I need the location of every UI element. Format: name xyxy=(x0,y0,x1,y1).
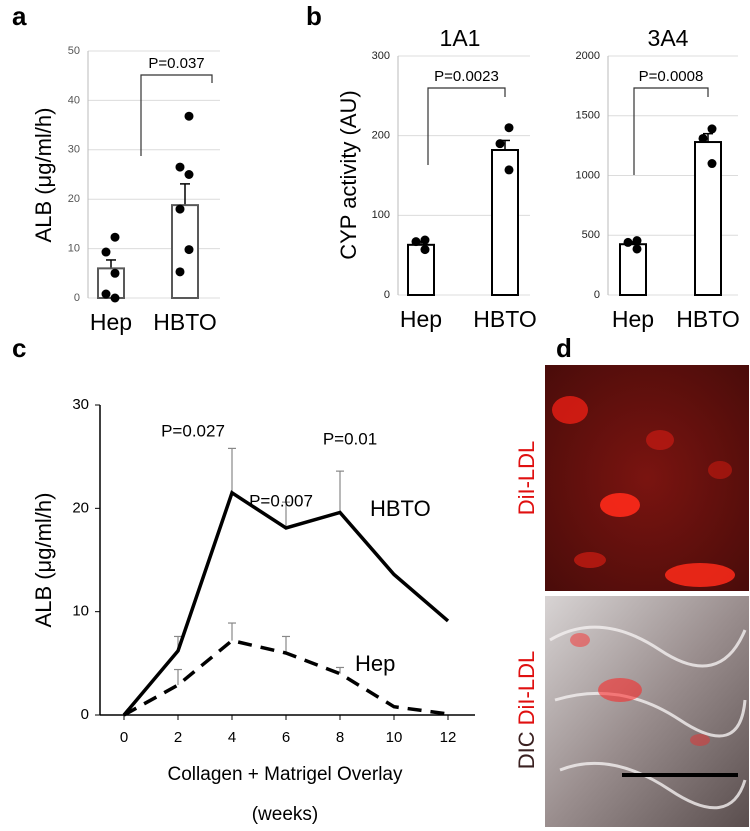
data-point xyxy=(632,236,642,246)
y-tick-label: 10 xyxy=(72,603,89,620)
data-point xyxy=(101,247,111,257)
bar xyxy=(407,243,435,296)
y-tick-label: 200 xyxy=(372,130,390,142)
panel-label: c xyxy=(12,333,26,363)
y-tick-label: 20 xyxy=(72,499,89,516)
data-point xyxy=(411,237,421,247)
data-point xyxy=(110,293,120,303)
data-point xyxy=(175,267,185,277)
x-tick-label: 8 xyxy=(336,729,344,746)
data-point xyxy=(707,159,717,169)
data-point xyxy=(707,124,717,134)
panel-label: d xyxy=(556,333,572,363)
data-point xyxy=(495,139,505,149)
data-point xyxy=(420,235,430,245)
significance-bracket xyxy=(140,74,213,156)
y-tick-label: 100 xyxy=(372,209,390,221)
micrograph-top xyxy=(545,365,749,591)
y-axis-label: CYP activity (AU) xyxy=(336,90,361,260)
micrograph-bottom xyxy=(545,596,749,827)
annotation: P=0.037 xyxy=(148,55,204,72)
panel-label: b xyxy=(306,1,322,31)
y-tick-label: 1000 xyxy=(576,169,600,181)
image-label-part: DiI-LDL xyxy=(514,651,539,726)
y-tick-label: 10 xyxy=(68,243,80,255)
x-axis-label: (weeks) xyxy=(252,804,319,825)
y-tick-label: 0 xyxy=(74,292,80,304)
x-tick-label: 6 xyxy=(282,729,290,746)
significance-bracket xyxy=(633,87,709,175)
data-point xyxy=(698,133,708,143)
data-point xyxy=(623,237,633,247)
data-point xyxy=(110,232,120,242)
x-tick-label: Hep xyxy=(90,309,132,335)
data-point xyxy=(184,111,194,121)
annotation: P=0.007 xyxy=(249,491,313,510)
x-axis-label: Collagen + Matrigel Overlay xyxy=(168,764,403,785)
y-tick-label: 0 xyxy=(594,289,600,301)
y-tick-label: 40 xyxy=(68,94,80,106)
data-point xyxy=(175,162,185,172)
y-tick-label: 30 xyxy=(72,396,89,413)
series-line xyxy=(123,638,449,717)
y-tick-label: 300 xyxy=(372,50,390,62)
bar xyxy=(619,243,647,296)
x-tick-label: 10 xyxy=(386,729,403,746)
x-tick-label: 4 xyxy=(228,729,236,746)
chart-title: 1A1 xyxy=(440,25,481,51)
x-tick-label: HBTO xyxy=(153,309,216,335)
y-tick-label: 0 xyxy=(384,289,390,301)
image-label: DiI-LDL xyxy=(514,441,539,516)
y-axis-label: ALB (μg/ml/h) xyxy=(31,493,56,628)
y-tick-label: 0 xyxy=(81,706,89,723)
y-tick-label: 1500 xyxy=(576,110,600,122)
annotation: P=0.0023 xyxy=(434,68,499,85)
chart-title: 3A4 xyxy=(648,25,689,51)
panel-label: a xyxy=(12,1,27,31)
data-point xyxy=(420,245,430,255)
x-tick-label: 12 xyxy=(440,729,457,746)
y-tick-label: 20 xyxy=(68,193,80,205)
x-tick-label: 0 xyxy=(120,729,128,746)
y-axis-label: ALB (μg/ml/h) xyxy=(31,108,56,243)
y-tick-label: 50 xyxy=(68,45,80,57)
data-point xyxy=(632,244,642,254)
x-tick-label: Hep xyxy=(400,306,442,332)
significance-bracket xyxy=(427,87,506,165)
y-tick-label: 30 xyxy=(68,144,80,156)
data-point xyxy=(110,268,120,278)
y-tick-label: 2000 xyxy=(576,50,600,62)
bar xyxy=(491,149,519,296)
x-tick-label: HBTO xyxy=(473,306,536,332)
series-label: Hep xyxy=(355,651,395,676)
series-label: HBTO xyxy=(370,496,431,521)
image-label: DIC DiI-LDL xyxy=(514,651,539,769)
data-point xyxy=(184,245,194,255)
annotation: P=0.01 xyxy=(323,429,377,448)
image-label-part: DIC xyxy=(514,731,539,769)
data-point xyxy=(184,170,194,179)
data-point xyxy=(504,123,514,133)
data-point xyxy=(175,204,185,214)
annotation: P=0.027 xyxy=(161,421,225,440)
x-tick-label: HBTO xyxy=(676,306,739,332)
y-tick-label: 500 xyxy=(582,229,600,241)
bar xyxy=(694,141,722,296)
annotation: P=0.0008 xyxy=(639,68,704,85)
series-line xyxy=(122,490,450,717)
data-point xyxy=(101,289,111,299)
data-point xyxy=(504,165,514,175)
x-tick-label: 2 xyxy=(174,729,182,746)
x-tick-label: Hep xyxy=(612,306,654,332)
